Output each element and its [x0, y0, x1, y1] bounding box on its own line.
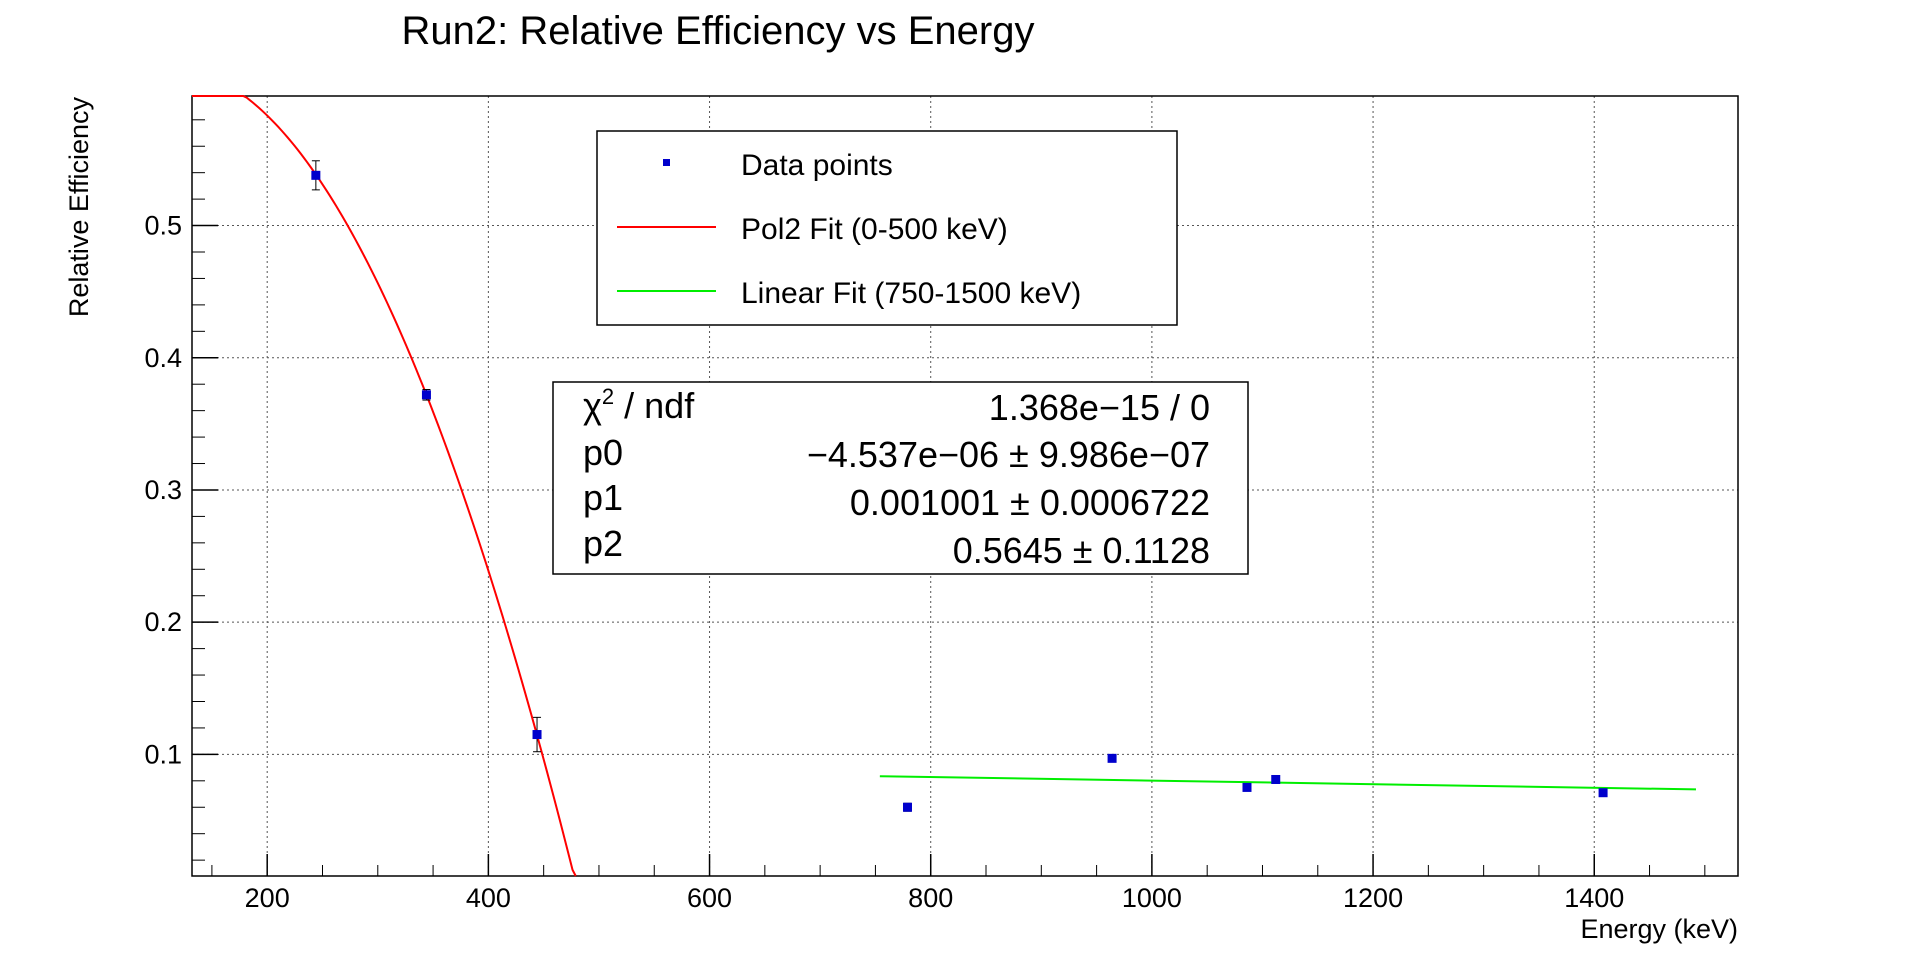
legend: Data points Pol2 Fit (0-500 keV) Linear …	[596, 130, 1178, 326]
x-tick-label: 1000	[1122, 883, 1182, 913]
data-point-marker	[1598, 788, 1608, 798]
stats-box	[552, 381, 1249, 575]
y-axis-label: Relative Efficiency	[64, 97, 94, 318]
data-point-marker	[421, 390, 431, 400]
y-tick-label: 0.4	[144, 343, 182, 373]
legend-label-data-points: Data points	[741, 149, 893, 182]
x-tick-label: 400	[466, 883, 511, 913]
data-point	[532, 716, 542, 753]
data-point-marker	[532, 730, 542, 740]
x-tick-label: 800	[908, 883, 953, 913]
stats-value-chi2-ndf: 1.368e−15 / 0	[989, 387, 1210, 428]
data-point-marker	[1271, 774, 1281, 784]
data-point	[311, 160, 321, 191]
y-tick-label: 0.3	[144, 475, 182, 505]
x-tick-label: 1400	[1564, 883, 1624, 913]
y-tick-label: 0.1	[144, 739, 182, 769]
data-point-marker	[1107, 753, 1117, 763]
data-point	[1271, 774, 1281, 784]
data-point-marker	[1242, 782, 1252, 792]
legend-label-pol2: Pol2 Fit (0-500 keV)	[741, 213, 1008, 246]
data-point-marker	[311, 170, 321, 180]
stats-label-p2: p2	[583, 523, 623, 564]
data-point	[1242, 782, 1252, 792]
data-point	[902, 802, 912, 812]
x-tick-label: 200	[245, 883, 290, 913]
x-tick-label: 600	[687, 883, 732, 913]
plot-frame	[191, 95, 1739, 877]
x-axis-label: Energy (keV)	[1580, 914, 1738, 944]
stats-value-p0: −4.537e−06 ± 9.986e−07	[807, 434, 1210, 475]
stats-value-p2: 0.5645 ± 0.1128	[953, 530, 1210, 571]
legend-marker-data-points	[663, 159, 670, 166]
x-tick-label: 1200	[1343, 883, 1403, 913]
fit-curves	[192, 95, 1696, 877]
stats-label-p1: p1	[583, 477, 623, 518]
legend-label-linear: Linear Fit (750-1500 keV)	[741, 277, 1081, 310]
chart-title: Run2: Relative Efficiency vs Energy	[402, 9, 1035, 53]
minor-ticks	[192, 119, 1706, 876]
data-point	[421, 388, 431, 401]
pol2-fit-curve	[192, 95, 577, 877]
y-tick-labels: 0.1 0.2 0.3 0.4 0.5	[144, 211, 182, 770]
y-tick-label: 0.2	[144, 607, 182, 637]
data-points	[311, 160, 1608, 812]
stats-value-p1: 0.001001 ± 0.0006722	[850, 482, 1210, 523]
fit-stats-box: χ2 / ndf 1.368e−15 / 0 p0 −4.537e−06 ± 9…	[552, 381, 1249, 575]
data-point	[1598, 788, 1608, 798]
stats-label-p0: p0	[583, 432, 623, 473]
x-tick-labels: 200 400 600 800 1000 1200 1400	[245, 883, 1625, 913]
y-tick-label: 0.5	[144, 211, 182, 241]
major-ticks	[192, 224, 1595, 876]
stats-label-chi2-ndf: χ2 / ndf	[583, 384, 695, 426]
data-point	[1107, 753, 1117, 763]
data-point-marker	[902, 802, 912, 812]
linear-fit-line	[879, 775, 1696, 791]
